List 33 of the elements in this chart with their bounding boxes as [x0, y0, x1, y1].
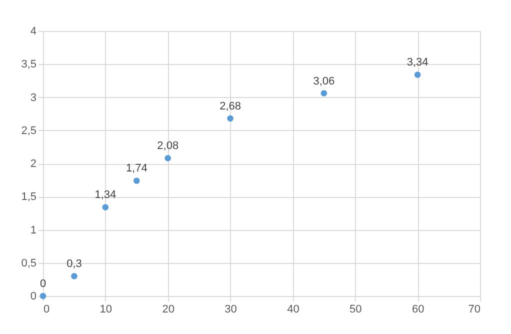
- x-tick-label: 40: [287, 304, 300, 316]
- point: [71, 272, 78, 280]
- point: [102, 204, 109, 210]
- y-tick-label: 4: [30, 26, 36, 38]
- data-label: 0: [40, 278, 46, 290]
- x-tick-label: 30: [224, 304, 237, 316]
- data-label: 3,06: [313, 75, 335, 88]
- y-tick-label: 0,5: [21, 257, 36, 270]
- y-tick-label: 3,5: [21, 58, 36, 71]
- data-label: 2,08: [157, 140, 179, 152]
- x-tick-label: 70: [468, 304, 480, 316]
- point: [133, 178, 140, 184]
- point: [40, 292, 46, 300]
- data-label: 1,34: [94, 189, 116, 202]
- y-tick-label: 1: [30, 224, 36, 236]
- data-label: 1,74: [126, 162, 148, 175]
- y-tick-label: 2,5: [21, 124, 36, 137]
- point: [414, 72, 421, 78]
- data-label: 3,34: [406, 56, 428, 69]
- x-tick-label: 10: [100, 304, 112, 316]
- y-tick-label: 0: [30, 290, 36, 302]
- x-tick-label: 20: [162, 304, 174, 316]
- data-label: 2,68: [220, 100, 241, 112]
- point: [227, 115, 234, 122]
- data-label: 0,3: [66, 258, 82, 270]
- y-tick-label: 1,5: [21, 191, 36, 204]
- x-tick-label: 60: [412, 304, 424, 316]
- y-tick-label: 3: [30, 92, 36, 104]
- point: [164, 155, 172, 162]
- x-tick-label: 0: [44, 304, 50, 316]
- y-tick-label: 2: [30, 158, 36, 170]
- x-tick-label: 50: [350, 304, 362, 316]
- point: [320, 90, 328, 96]
